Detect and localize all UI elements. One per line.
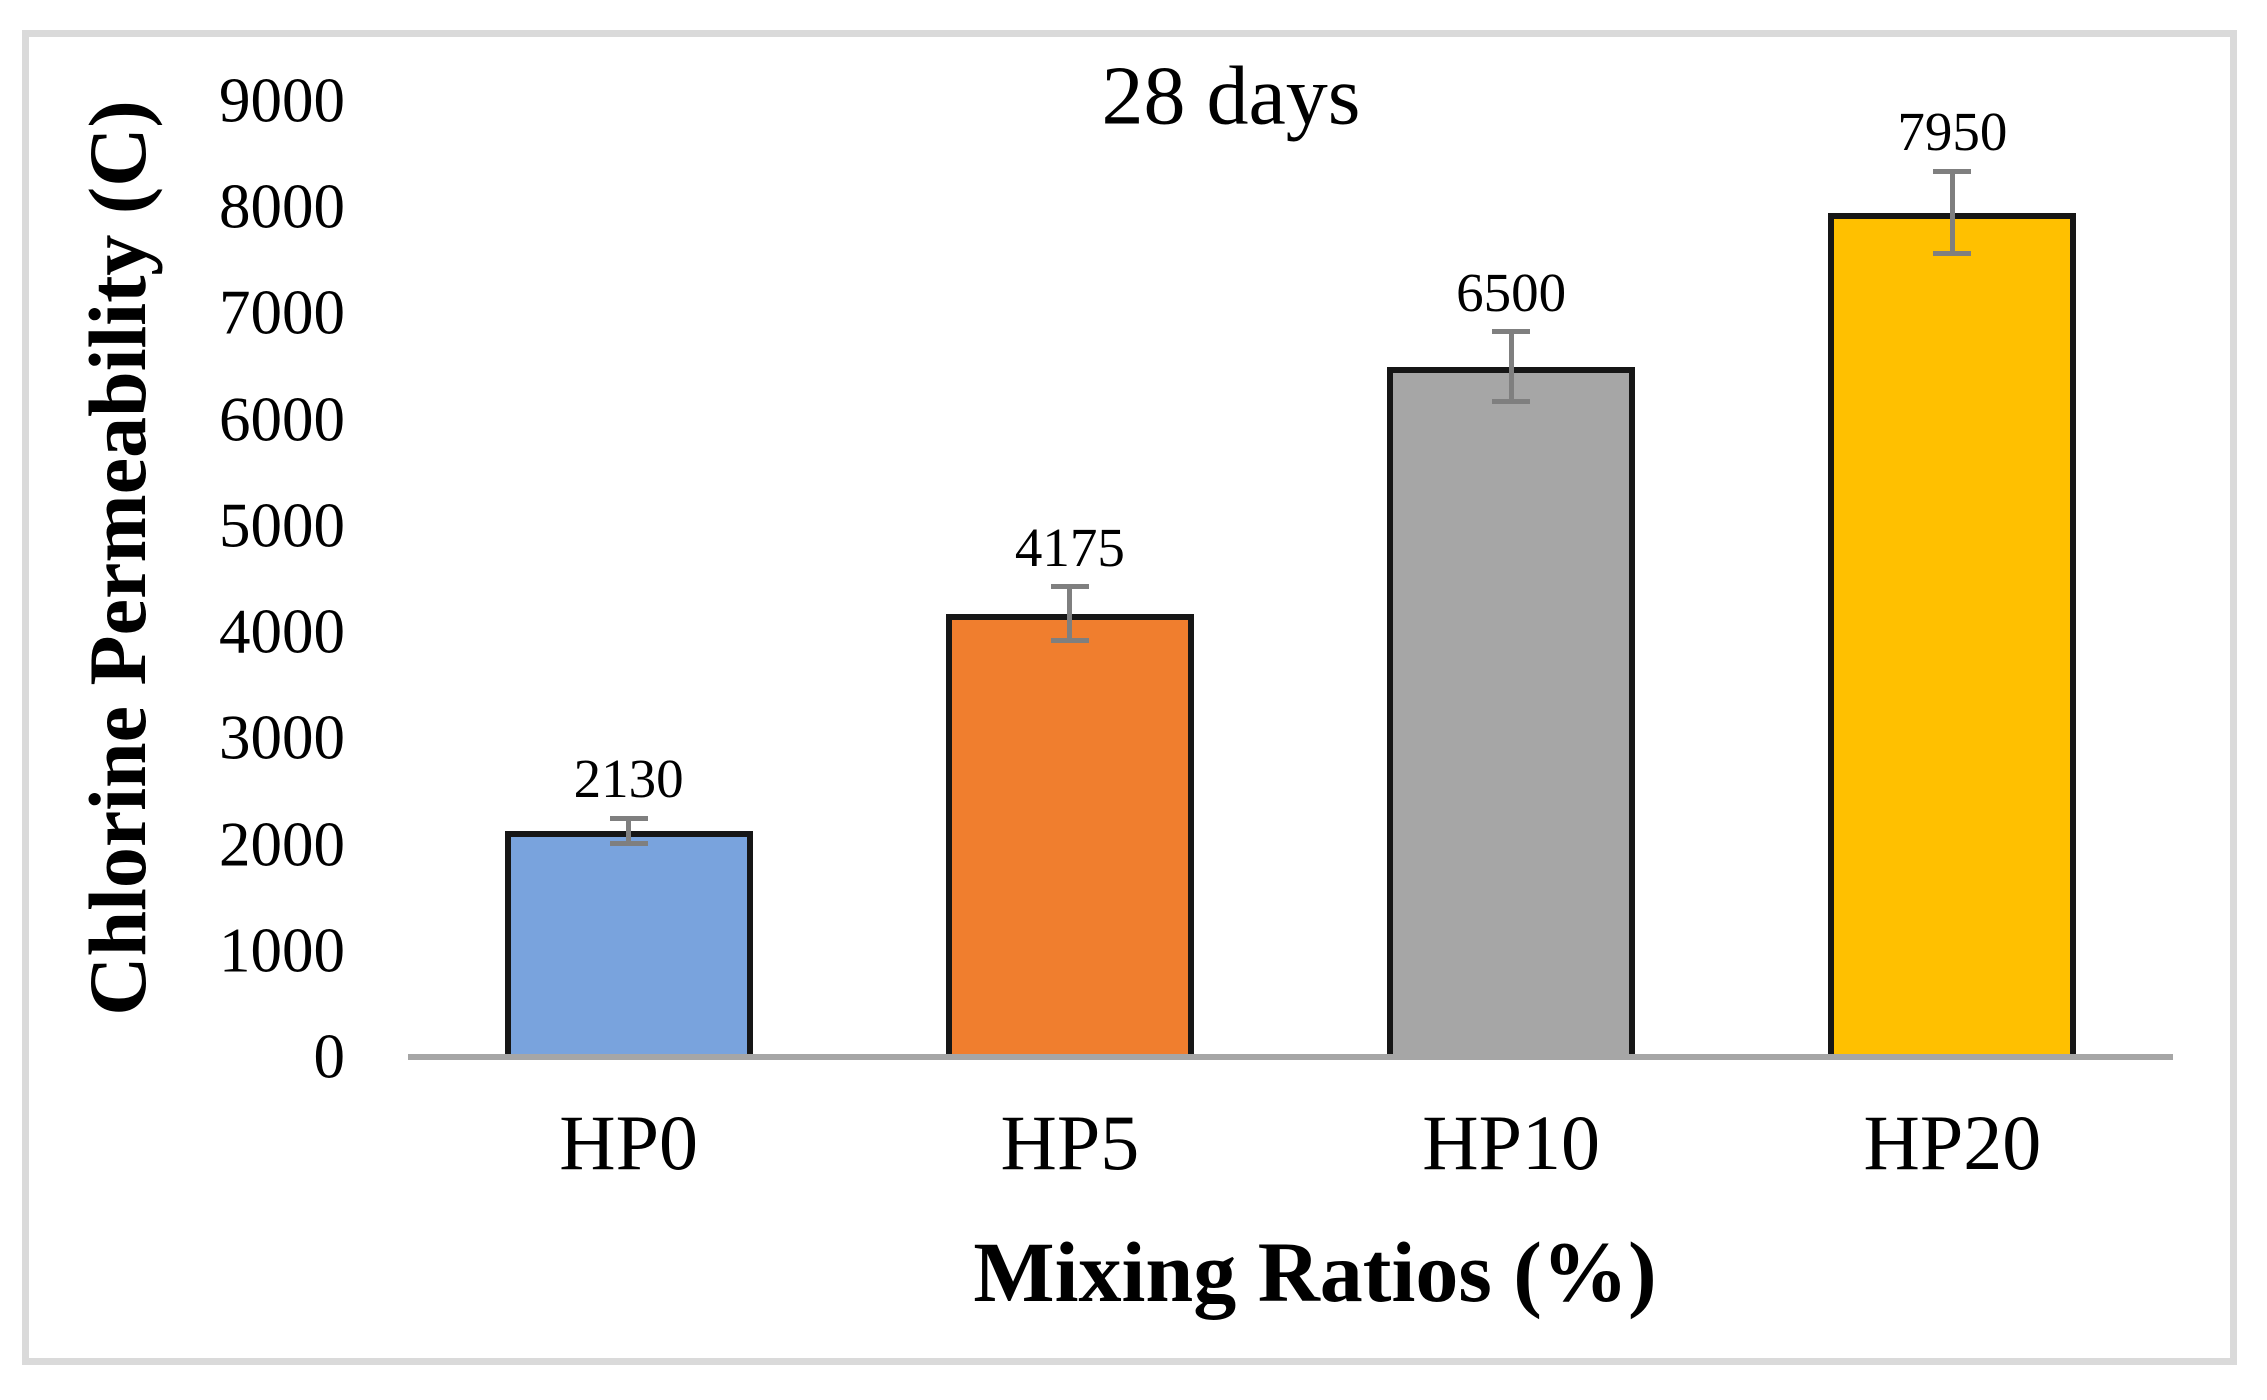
error-bar-cap-top bbox=[609, 815, 648, 821]
error-bar-cap-bottom bbox=[1050, 637, 1089, 643]
y-tick-label: 1000 bbox=[219, 915, 345, 986]
error-bar-line bbox=[1508, 331, 1514, 402]
chart-title: 28 days bbox=[1101, 49, 1361, 143]
y-tick-label: 3000 bbox=[219, 702, 345, 773]
y-tick-label: 0 bbox=[313, 1021, 346, 1092]
x-category-label-hp20: HP20 bbox=[1863, 1099, 2042, 1186]
bar-hp0 bbox=[504, 830, 753, 1060]
bar-value-label: 7950 bbox=[1897, 101, 2008, 163]
y-tick-label: 6000 bbox=[219, 384, 345, 455]
error-bar-cap-bottom bbox=[609, 840, 648, 846]
bar-value-label: 6500 bbox=[1456, 261, 1567, 323]
error-bar-cap-top bbox=[1492, 329, 1531, 334]
error-bar-cap-bottom bbox=[1492, 399, 1531, 405]
x-category-label-hp0: HP0 bbox=[559, 1099, 698, 1186]
y-tick-label: 5000 bbox=[219, 490, 345, 561]
y-tick-label: 7000 bbox=[219, 277, 345, 348]
y-tick-label: 8000 bbox=[219, 171, 345, 242]
bar-value-label: 2130 bbox=[573, 748, 684, 809]
bar-hp5 bbox=[945, 613, 1194, 1060]
x-axis-line bbox=[408, 1054, 2173, 1060]
error-bar-cap-bottom bbox=[1933, 251, 1972, 257]
x-category-label-hp10: HP10 bbox=[1422, 1099, 1600, 1186]
error-bar-cap-top bbox=[1933, 168, 1972, 174]
bar-value-label: 4175 bbox=[1014, 516, 1125, 578]
error-bar-line bbox=[1949, 171, 1955, 254]
error-bar-cap-top bbox=[1050, 584, 1089, 590]
y-tick-label: 2000 bbox=[219, 809, 345, 880]
y-tick-label: 4000 bbox=[219, 596, 345, 667]
error-bar-line bbox=[1067, 586, 1073, 641]
y-tick-label: 9000 bbox=[219, 65, 345, 136]
bar-hp10 bbox=[1387, 366, 1636, 1060]
bar-hp20 bbox=[1828, 212, 2077, 1060]
x-axis-title: Mixing Ratios (%) bbox=[973, 1224, 1657, 1320]
error-bar-line bbox=[626, 818, 632, 844]
x-category-label-hp5: HP5 bbox=[1000, 1099, 1140, 1186]
